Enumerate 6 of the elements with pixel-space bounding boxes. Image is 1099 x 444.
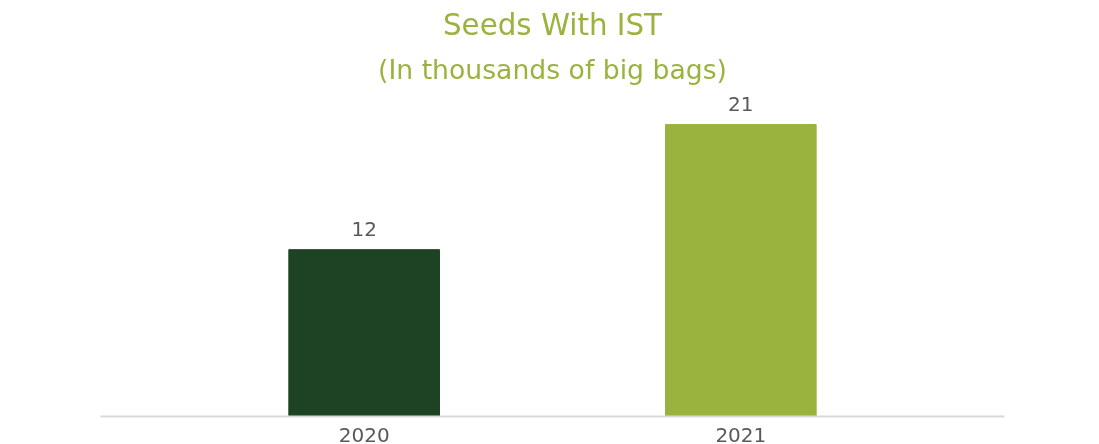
chart-subtitle: (In thousands of big bags) <box>378 53 727 85</box>
x-tick-label: 2021 <box>715 422 767 444</box>
chart-title: Seeds With IST <box>442 7 663 42</box>
x-tick-label: 2020 <box>338 422 390 444</box>
data-label: 12 <box>351 216 377 241</box>
data-label: 21 <box>728 91 754 116</box>
